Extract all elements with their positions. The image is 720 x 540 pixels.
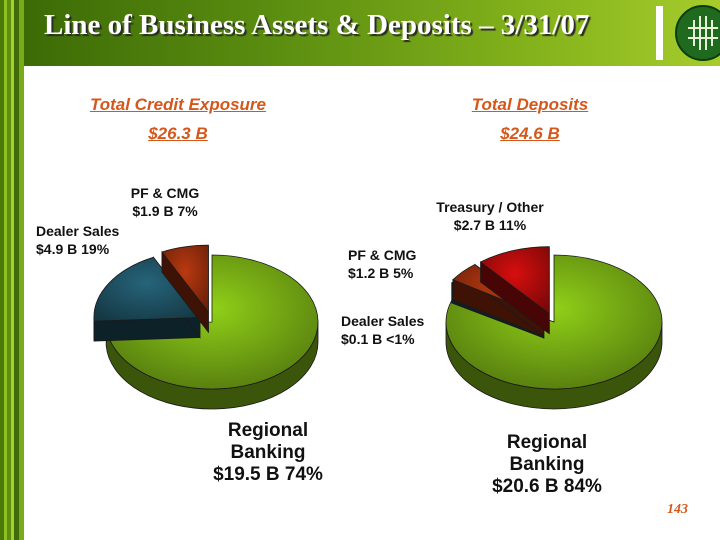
chart2-regional-name1: Regional [506, 432, 588, 453]
chart1-regional-name1: Regional [227, 420, 309, 441]
chart2-regional-value: $20.6 B 84% [492, 476, 602, 497]
pie-slice-regional-banking [105, 254, 319, 410]
chart1-regional-name2: Banking [230, 442, 306, 463]
chart2-regional-label: Regional Banking $20.6 B 84% [472, 432, 622, 498]
chart1-pfcmg-name: PF & CMG [130, 185, 200, 201]
chart1-pfcmg-value: $1.9 B 7% [132, 203, 198, 219]
pie-chart-1 [93, 244, 319, 410]
chart2-pfcmg-name: PF & CMG [348, 247, 417, 263]
chart1-pfcmg-label: PF & CMG $1.9 B 7% [122, 184, 208, 220]
left-stripes [0, 0, 24, 540]
chart1-regional-label: Regional Banking $19.5 B 74% [196, 420, 340, 486]
bank-logo-icon [675, 5, 720, 61]
chart2-pfcmg-label: PF & CMG $1.2 B 5% [348, 246, 416, 282]
pie-slice-regional-banking [445, 254, 663, 410]
chart2-regional-name2: Banking [509, 454, 585, 475]
header-divider [656, 6, 663, 60]
pie-slice-treasury-other [479, 246, 550, 335]
chart2-dealer-label: Dealer Sales $0.1 B <1% [341, 312, 424, 348]
pie-slice-pf-cmg [161, 244, 209, 334]
slide-title: Line of Business Assets & Deposits – 3/3… [44, 9, 590, 41]
chart2-treasury-value: $2.7 B 11% [453, 217, 527, 233]
chart2-pfcmg-value: $1.2 B 5% [348, 265, 414, 281]
page-number: 143 [667, 502, 688, 517]
chart2-treasury-name: Treasury / Other [436, 199, 544, 215]
pie-slice-dealer-sales [93, 256, 201, 342]
chart2-treasury-label: Treasury / Other $2.7 B 11% [418, 198, 562, 234]
chart1-dealer-value: $4.9 B 19% [36, 241, 110, 257]
chart1-dealer-label: Dealer Sales $4.9 B 19% [36, 222, 119, 258]
chart1-subtitle: $26.3 B [148, 124, 208, 143]
chart1-dealer-name: Dealer Sales [36, 223, 120, 239]
chart2-title: Total Deposits [471, 95, 589, 114]
chart2-dealer-value: $0.1 B <1% [341, 331, 415, 347]
chart1-regional-value: $19.5 B 74% [213, 464, 323, 485]
header-bar: Line of Business Assets & Deposits – 3/3… [24, 0, 720, 66]
pie-chart-2 [445, 246, 663, 410]
chart2-dealer-name: Dealer Sales [341, 313, 425, 329]
chart2-subtitle: $24.6 B [500, 124, 560, 143]
chart1-title: Total Credit Exposure [89, 95, 266, 114]
